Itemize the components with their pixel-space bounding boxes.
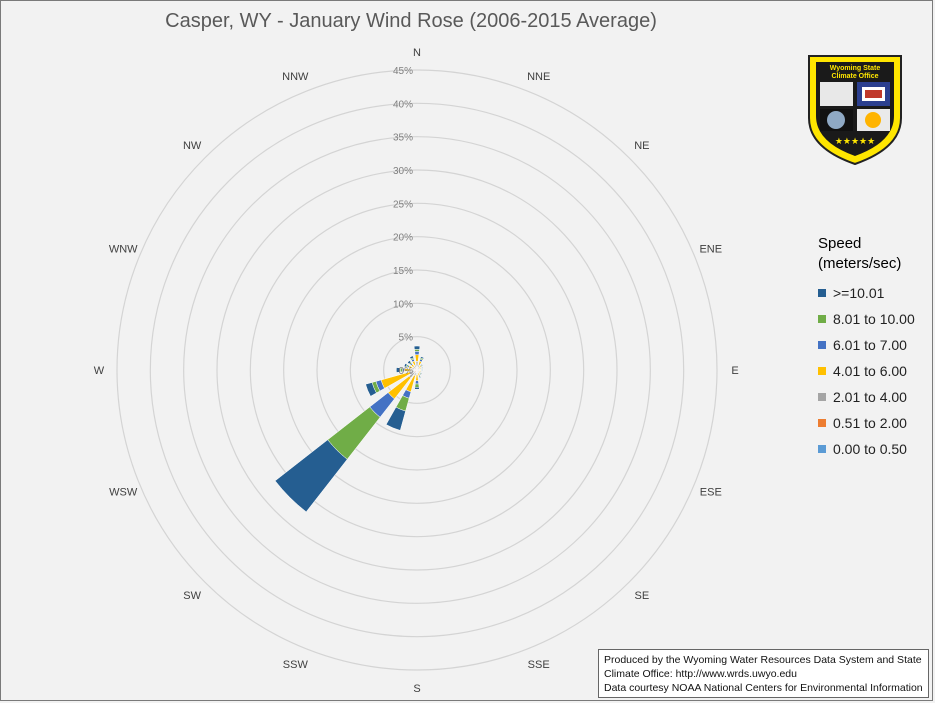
wedge-NNW-6: [409, 355, 414, 360]
wedge-S-3: [415, 374, 419, 381]
wedge-S-2: [416, 371, 418, 375]
radial-tick-label: 35%: [393, 133, 413, 144]
wedge-NE-6: [420, 363, 424, 367]
grid-ring: [283, 236, 551, 504]
radial-tick-label: 45%: [393, 66, 413, 77]
grid-ring: [116, 69, 718, 671]
legend-swatch: [818, 367, 826, 375]
wedge-N-3: [414, 354, 420, 362]
direction-label: E: [731, 365, 738, 377]
credits-line2: Climate Office: http://www.wrds.uwyo.edu: [604, 668, 797, 680]
legend-item: 0.00 to 0.50: [818, 436, 915, 462]
direction-label: ESE: [700, 487, 722, 499]
legend-title-line1: Speed: [818, 235, 862, 252]
wedge-N-4: [414, 351, 420, 356]
radial-gridlines: [116, 69, 718, 671]
direction-label: NNE: [527, 71, 550, 83]
radial-tick-label: 40%: [393, 99, 413, 110]
wedge-E-6: [422, 368, 424, 372]
grid-ring: [216, 169, 618, 571]
grid-ring: [349, 302, 485, 438]
direction-label: SE: [635, 590, 650, 602]
wedge-S-4: [415, 380, 419, 385]
wedge-SW-6: [274, 439, 348, 513]
credits-line1: Produced by the Wyoming Water Resources …: [604, 654, 922, 666]
radial-tick-label: 25%: [393, 199, 413, 210]
wedge-SSW-6: [385, 406, 406, 431]
radial-tick-label: 30%: [393, 166, 413, 177]
legend-label: 2.01 to 4.00: [833, 389, 907, 405]
wedge-WNW-6: [403, 363, 408, 368]
wedge-ENE-6: [421, 366, 424, 369]
direction-label: NNW: [282, 71, 309, 83]
wedge-N-2: [415, 361, 419, 367]
legend-swatch: [818, 315, 826, 323]
radial-tick-label: 20%: [393, 233, 413, 244]
legend-swatch: [818, 393, 826, 401]
direction-label: NE: [634, 140, 649, 152]
legend-item: 6.01 to 7.00: [818, 332, 915, 358]
direction-label: N: [413, 47, 421, 59]
direction-label: ENE: [699, 243, 722, 255]
grid-ring: [149, 102, 685, 638]
direction-label: WNW: [109, 243, 138, 255]
wedge-SE-6: [419, 372, 423, 376]
direction-labels: N NNE NE ENE E ESE SE SSE S SSW SW WSW W WNW NW NNW: [94, 47, 739, 695]
credits-box: Produced by the Wyoming Water Resources …: [598, 649, 929, 698]
grid-ring: [183, 136, 651, 604]
legend-title-line2: (meters/sec): [818, 255, 902, 272]
legend-label: 6.01 to 7.00: [833, 337, 907, 353]
wedge-S-5: [414, 383, 420, 388]
legend-item: 0.51 to 2.00: [818, 410, 915, 436]
wedge-S-6: [414, 386, 420, 390]
legend-label: 0.51 to 2.00: [833, 415, 907, 431]
direction-label: NW: [183, 140, 202, 152]
legend-swatch: [818, 419, 826, 427]
grid-ring: [383, 336, 451, 404]
legend-label: 4.01 to 6.00: [833, 363, 907, 379]
legend-title: Speed (meters/sec): [818, 234, 915, 274]
logo-text-line2: Climate Office: [831, 73, 878, 80]
chart-title: Casper, WY - January Wind Rose (2006-201…: [165, 10, 657, 32]
legend-swatch: [818, 445, 826, 453]
direction-label: WSW: [109, 487, 138, 499]
wedge-NNE-6: [420, 356, 425, 360]
wedge-W-6: [396, 367, 401, 373]
legend-label: 0.00 to 0.50: [833, 441, 907, 457]
logo-stars: ★★★★★: [835, 137, 875, 147]
wedge-ESE-4: [420, 370, 422, 373]
direction-label: SW: [183, 590, 201, 602]
radial-tick-labels: 0% 5% 10% 15% 20% 25% 30% 35% 40% 45%: [393, 66, 413, 377]
direction-label: SSW: [283, 659, 309, 671]
legend-label: 8.01 to 10.00: [833, 311, 915, 327]
radial-tick-label: 0%: [399, 366, 414, 377]
legend-item: 2.01 to 4.00: [818, 384, 915, 410]
wedge-N-6: [413, 345, 421, 350]
radial-tick-label: 5%: [399, 333, 414, 344]
direction-label: SSE: [528, 659, 550, 671]
legend-item: 8.01 to 10.00: [818, 306, 915, 332]
grid-ring: [316, 269, 518, 471]
logo-text-line1: Wyoming State: [830, 65, 881, 72]
legend: Speed (meters/sec) >=10.01 8.01 to 10.00 6…: [818, 234, 915, 462]
grid-ring: [249, 202, 585, 538]
radial-tick-label: 10%: [393, 299, 413, 310]
climate-office-logo: Wyoming State Climate Office ★★★★★: [808, 55, 902, 166]
credits-line3: Data courtesy NOAA National Centers for …: [604, 682, 923, 694]
legend-item: >=10.01: [818, 280, 915, 306]
legend-label: >=10.01: [833, 285, 885, 301]
legend-swatch: [818, 341, 826, 349]
wedges: [274, 345, 425, 513]
direction-label: S: [413, 683, 420, 695]
wedge-SSE-6: [418, 376, 422, 379]
direction-label: W: [94, 365, 105, 377]
wedge-NW-6: [407, 360, 412, 365]
legend-swatch: [818, 289, 826, 297]
radial-tick-label: 15%: [393, 266, 413, 277]
legend-item: 4.01 to 6.00: [818, 358, 915, 384]
wedge-WSW-6: [365, 382, 377, 397]
